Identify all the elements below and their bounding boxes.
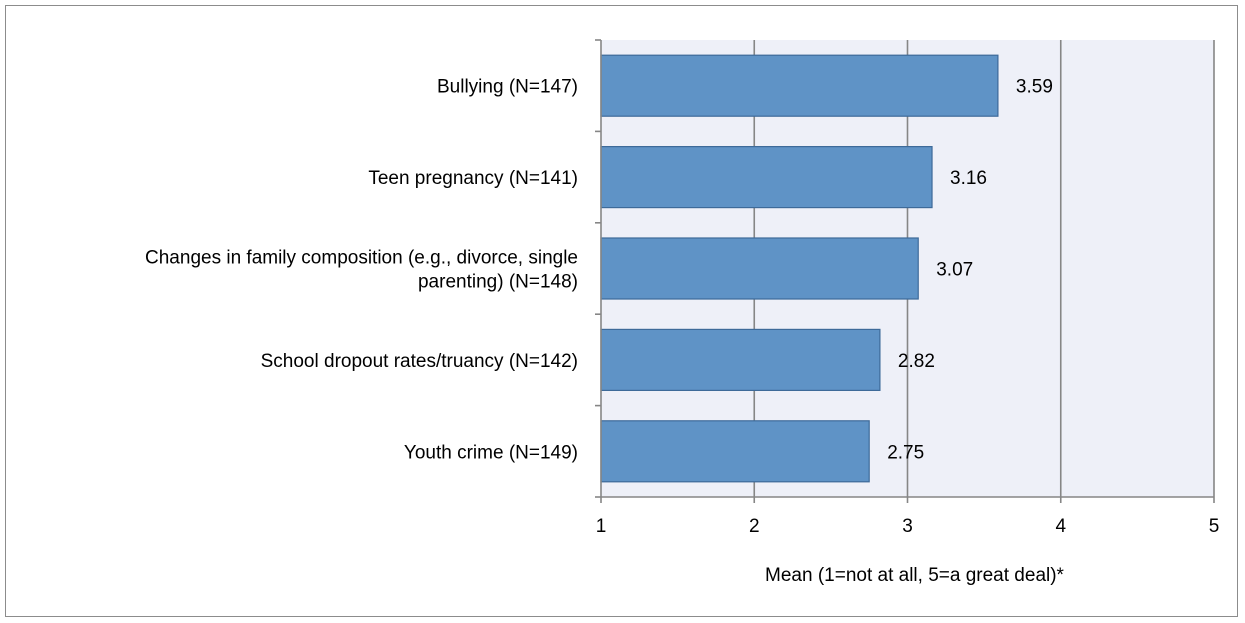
data-label: 3.16 — [950, 168, 987, 189]
axes — [595, 39, 1215, 503]
category-label: Changes in family composition (e.g., div… — [145, 248, 578, 269]
data-labels: 3.59 3.16 3.07 2.82 2.75 — [887, 77, 1053, 464]
x-axis-title: Mean (1=not at all, 5=a great deal)* — [765, 565, 1065, 586]
data-label: 2.75 — [887, 442, 924, 463]
bar — [600, 420, 870, 483]
category-label: School dropout rates/truancy (N=142) — [261, 351, 578, 372]
x-tick-label: 5 — [1209, 516, 1220, 537]
x-tick-label: 3 — [902, 516, 913, 537]
bar — [600, 54, 999, 117]
category-label: Teen pregnancy (N=141) — [368, 168, 578, 189]
bar — [600, 328, 881, 391]
category-label: parenting) (N=148) — [418, 272, 578, 293]
bars — [600, 54, 999, 483]
category-labels: Bullying (N=147) Teen pregnancy (N=141) Ch… — [145, 77, 578, 464]
data-label: 3.59 — [1016, 77, 1053, 98]
category-label: Bullying (N=147) — [437, 77, 578, 98]
data-label: 3.07 — [936, 260, 973, 281]
bar — [600, 237, 919, 300]
data-label: 2.82 — [898, 351, 935, 372]
x-tick-label: 2 — [749, 516, 760, 537]
x-tick-label: 1 — [596, 516, 607, 537]
x-tick-label: 4 — [1055, 516, 1066, 537]
x-tick-labels: 1 2 3 4 5 — [596, 516, 1220, 537]
category-label: Youth crime (N=149) — [404, 442, 578, 463]
bar — [600, 146, 933, 209]
